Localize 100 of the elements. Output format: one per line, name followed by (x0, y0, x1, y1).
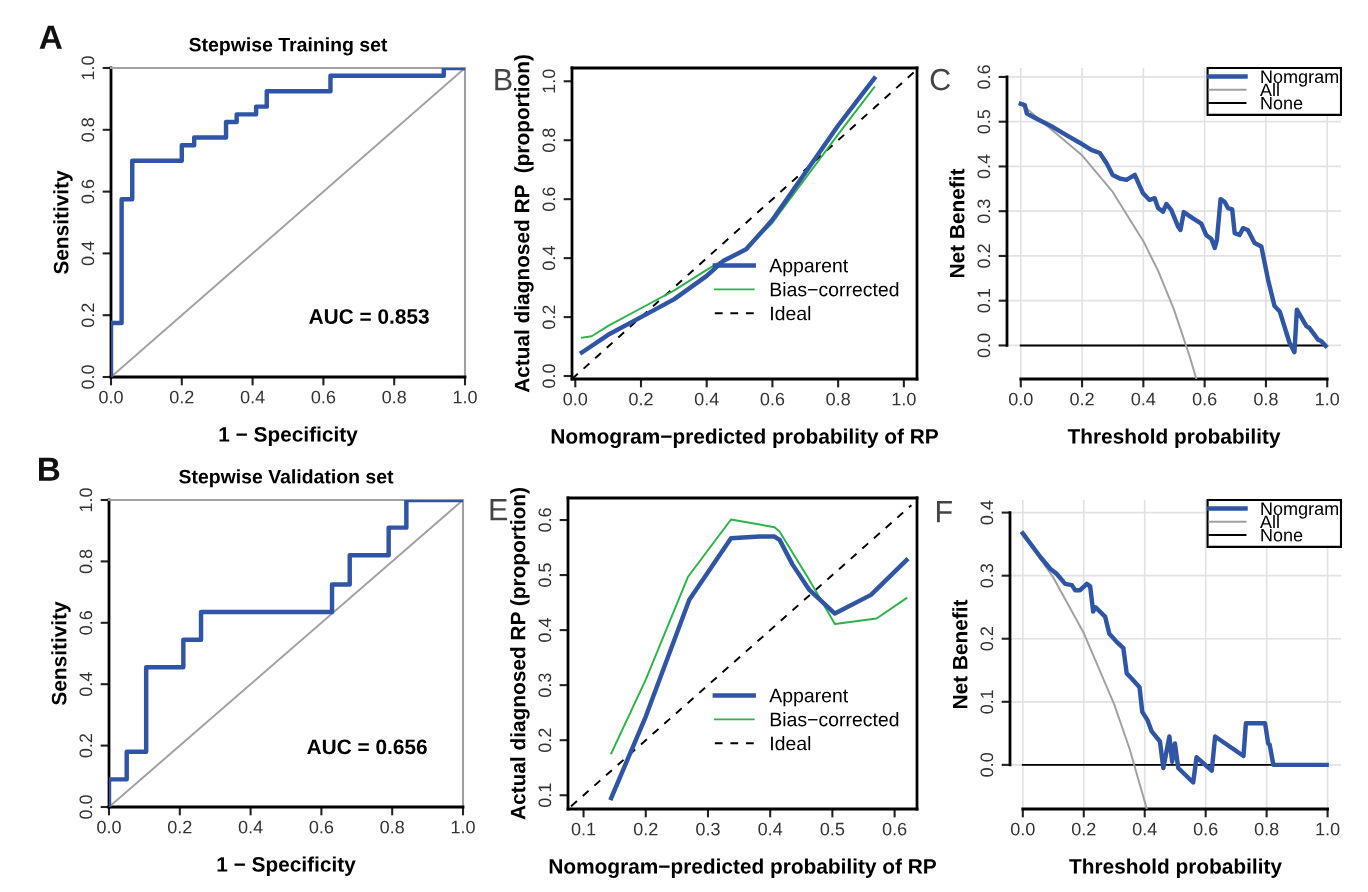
x-tick-label: 0.6 (311, 390, 336, 404)
y-tick-label: 0.4 (977, 154, 991, 179)
x-tick-label: 0.6 (309, 820, 334, 834)
y-tick-label: 0.4 (542, 246, 556, 270)
y-axis-title: Actual diagnosed RP (proportion) (514, 55, 534, 393)
text: C (930, 68, 951, 91)
y-tick-label: 0.5 (538, 563, 552, 587)
y-tick-label: 0.3 (538, 673, 552, 697)
chart-title: Stepwise Training set (189, 37, 388, 56)
y-tick-label: 0.6 (81, 179, 95, 204)
y-tick-label: 0.4 (538, 618, 552, 642)
y-tick-label: 0.3 (980, 563, 994, 588)
x-tick-label: 0.1 (571, 822, 596, 836)
y-tick-label: 0.6 (79, 611, 93, 635)
y-axis-title: Net Benefit (952, 599, 968, 709)
y-tick-label: 0.2 (542, 305, 556, 329)
x-tick-label: 0.8 (382, 390, 406, 404)
x-tick-label: 0.4 (758, 822, 783, 836)
legend-label: None (1261, 528, 1303, 542)
y-tick-label: 0.1 (977, 289, 991, 313)
x-tick-label: 0.5 (820, 822, 845, 836)
y-axis-title: Sensitivity (53, 170, 73, 274)
y-tick-label: 1.0 (79, 488, 93, 512)
x-tick-label: 0.4 (1131, 392, 1156, 406)
y-tick-label: 0.8 (79, 549, 93, 574)
legend-label: Ideal (771, 306, 811, 321)
legend-label: Apparent (769, 688, 849, 707)
x-tick-label: 0.4 (240, 390, 265, 404)
y-axis-title: Sensitivity (51, 601, 71, 705)
x-tick-label: 1.0 (892, 392, 916, 406)
y-tick-label: 0.0 (977, 333, 991, 358)
y-tick-label: 0.3 (977, 199, 991, 224)
x-axis-title: 1 − Specificity (217, 856, 356, 876)
legend-label: Apparent (769, 258, 849, 277)
x-tick-label: 0.2 (169, 390, 194, 404)
y-tick-label: 0.0 (81, 365, 95, 389)
y-tick-label: 0.4 (81, 241, 95, 266)
y-tick-label: 0.1 (538, 783, 552, 808)
x-tick-label: 0.2 (633, 822, 658, 836)
text: B (39, 457, 60, 481)
y-tick-label: 0.1 (980, 690, 994, 714)
x-tick-label: 0.3 (696, 822, 720, 836)
x-tick-label: 0.4 (694, 392, 719, 406)
x-tick-label: 0.6 (1193, 822, 1218, 836)
x-tick-label: 1.0 (451, 820, 475, 834)
x-tick-label: 0.2 (1071, 822, 1096, 836)
y-tick-label: 0.5 (977, 109, 991, 134)
y-tick-label: 0.0 (980, 753, 994, 777)
legend-label: Bias−corrected (770, 712, 899, 727)
y-tick-label: 0.0 (79, 795, 93, 819)
x-tick-label: 0.8 (380, 820, 404, 834)
line-series (1020, 531, 1329, 785)
y-tick-label: 0.6 (977, 65, 991, 89)
text: B (495, 69, 512, 91)
y-tick-label: 0.8 (542, 128, 556, 153)
x-axis-title: Threshold probability (1067, 428, 1281, 448)
x-tick-label: 0.6 (1192, 392, 1217, 406)
x-tick-label: 0.6 (760, 392, 785, 406)
y-tick-label: 0.2 (980, 627, 994, 651)
x-tick-label: 0.0 (97, 820, 121, 834)
y-tick-label: 0.6 (542, 187, 556, 212)
x-tick-label: 1.0 (1316, 822, 1340, 836)
x-tick-label: 0.6 (882, 822, 907, 836)
line-series (609, 534, 909, 801)
y-tick-label: 0.4 (79, 672, 93, 697)
x-tick-label: 0.0 (1010, 822, 1035, 836)
line-series (109, 500, 463, 807)
y-tick-label: 0.6 (538, 508, 552, 532)
chart-title: Stepwise Validation set (179, 469, 394, 488)
y-tick-label: 1.0 (542, 69, 556, 93)
x-tick-label: 0.0 (99, 390, 123, 404)
x-axis-title: 1 − Specificity (219, 426, 358, 446)
x-tick-label: 0.2 (1070, 392, 1094, 406)
x-axis-title: Nomogram−predicted probability of RP (551, 428, 938, 448)
legend-label: Ideal (771, 736, 811, 751)
legend-label: None (1261, 96, 1303, 110)
x-tick-label: 1.0 (453, 390, 477, 404)
y-tick-label: 0.0 (542, 364, 556, 388)
legend-label: Bias−corrected (770, 282, 899, 297)
x-tick-label: 0.0 (1008, 392, 1033, 406)
x-tick-label: 0.8 (826, 392, 850, 406)
line-series (111, 68, 465, 377)
x-axis-title: Nomogram−predicted probability of RP (549, 858, 936, 878)
y-tick-label: 0.2 (79, 733, 93, 758)
text: E (490, 499, 508, 521)
x-tick-label: 0.0 (563, 392, 588, 406)
text: A (39, 25, 62, 49)
x-tick-label: 0.4 (1132, 822, 1157, 836)
x-axis-title: Threshold probability (1069, 858, 1282, 878)
y-tick-label: 0.2 (81, 303, 95, 328)
x-tick-label: 0.2 (629, 392, 653, 406)
annotation: AUC = 0.656 (307, 739, 427, 755)
line-series (610, 518, 908, 755)
y-tick-label: 0.4 (980, 500, 994, 525)
x-tick-label: 0.2 (167, 820, 192, 834)
y-axis-title: Net Benefit (949, 168, 965, 278)
text: F (936, 501, 952, 523)
y-tick-label: 0.8 (81, 118, 95, 142)
annotation: AUC = 0.853 (309, 309, 429, 324)
x-tick-label: 0.4 (238, 820, 263, 834)
